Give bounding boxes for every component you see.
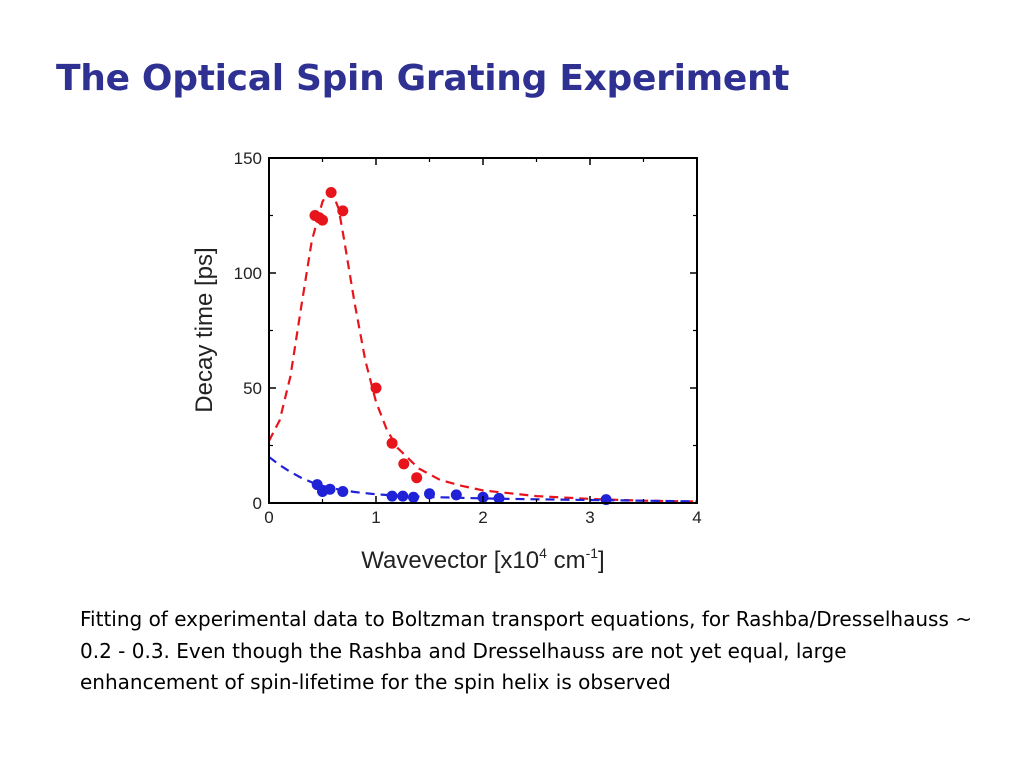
y-tick-label: 50	[243, 379, 262, 398]
red-data-point	[398, 458, 410, 470]
x-tick-label: 4	[692, 508, 701, 527]
red-data-point	[317, 214, 328, 226]
blue-data-point	[424, 488, 435, 500]
red-data-point	[325, 187, 337, 198]
y-tick-label: 0	[253, 494, 262, 513]
x-tick-label: 0	[264, 508, 273, 527]
blue-fit-curve	[268, 456, 698, 503]
decay-time-chart: 0 1 2 3 4 0 50 100 150 Decay time [ps] Wavevecto…	[191, 149, 702, 574]
y-tick-label: 100	[234, 264, 262, 283]
blue-data-point	[397, 490, 409, 502]
y-tick-label: 150	[234, 149, 262, 168]
red-data-point	[337, 205, 349, 217]
axis-ticks: 0 1 2 3 4 0 50 100 150	[234, 149, 702, 527]
x-tick-label: 2	[478, 508, 487, 527]
slide-caption: Fitting of experimental data to Boltzman…	[80, 607, 972, 694]
data-points	[309, 187, 612, 506]
x-tick-label: 3	[585, 508, 594, 527]
red-data-point	[386, 437, 398, 449]
slide-title: The Optical Spin Grating Experiment	[56, 58, 790, 99]
red-fit-curve	[268, 191, 698, 503]
fit-curves	[268, 191, 698, 503]
y-axis-title: Decay time [ps]	[191, 247, 218, 412]
blue-data-point	[408, 491, 419, 503]
red-data-point	[370, 382, 382, 394]
blue-data-point	[386, 490, 398, 502]
x-tick-label: 1	[371, 508, 380, 527]
x-axis-title-exponent: 4	[539, 545, 547, 561]
x-axis-title-unit: cm	[547, 547, 586, 574]
red-data-point	[411, 472, 423, 484]
blue-data-point	[337, 486, 349, 497]
x-axis-title-base: Wavevector [x10	[361, 547, 539, 574]
x-axis-title-end: ]	[598, 547, 605, 574]
blue-data-point	[450, 489, 462, 501]
blue-data-point	[324, 483, 336, 495]
x-axis-title: Wavevector [x104 cm-1]	[361, 545, 604, 574]
x-axis-title-unit-exponent: -1	[586, 545, 599, 561]
blue-data-point	[493, 492, 505, 504]
plot-frame	[268, 157, 698, 504]
